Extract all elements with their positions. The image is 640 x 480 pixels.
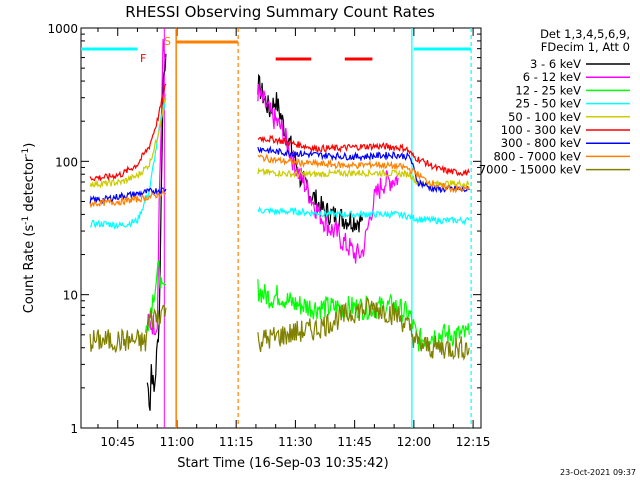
legend-header-line-2: FDecim 1, Att 0: [541, 40, 630, 54]
legend-label: 12 - 25 keV: [515, 83, 581, 97]
flare-flag-label: F: [140, 52, 146, 65]
legend: Det 1,3,4,5,6,9, FDecim 1, Att 0 3 - 6 k…: [479, 27, 630, 177]
x-tick-label: 11:45: [337, 435, 372, 449]
legend-header-line-1: Det 1,3,4,5,6,9,: [540, 27, 630, 41]
series-line-25-50-keV-seg1: [257, 206, 470, 226]
chart-title: RHESSI Observing Summary Count Rates: [125, 3, 435, 21]
series-line-12-25-keV-seg1: [144, 259, 167, 333]
series-line-3-6-keV-seg1: [257, 73, 364, 233]
legend-label: 25 - 50 keV: [515, 97, 581, 111]
legend-label: 800 - 7000 keV: [493, 149, 581, 163]
x-tick-label: 10:45: [100, 435, 135, 449]
series-line-50-100-keV-seg0: [89, 93, 167, 189]
plot-frame: [80, 27, 482, 429]
series-line-6-12-keV-seg1: [257, 83, 399, 264]
y-tick-label: 10: [63, 289, 78, 303]
x-tick-label: 12:15: [456, 435, 491, 449]
x-tick-label: 12:00: [397, 435, 432, 449]
y-tick-label: 1: [70, 422, 78, 436]
series-line-6-12-keV-seg0: [146, 38, 167, 336]
legend-label: 3 - 6 keV: [530, 57, 581, 71]
generation-timestamp: 23-Oct-2021 09:37: [560, 468, 636, 477]
y-axis-label: Count Rate (s-1 detector-1): [21, 143, 37, 314]
legend-label: 300 - 800 keV: [501, 136, 581, 150]
observing-overlays: [81, 28, 472, 428]
legend-label: 7000 - 15000 keV: [479, 163, 581, 177]
legend-label: 50 - 100 keV: [508, 110, 581, 124]
x-axis-label: Start Time (16-Sep-03 10:35:42): [177, 456, 388, 471]
x-tick-label: 11:15: [219, 435, 254, 449]
y-tick-label: 1000: [47, 22, 78, 36]
series-line-12-25-keV-seg2: [257, 279, 470, 352]
series-line-7000-15000-keV-seg1: [257, 296, 470, 361]
legend-label: 6 - 12 keV: [523, 70, 581, 84]
legend-label: 100 - 300 keV: [501, 123, 581, 137]
series-line-7000-15000-keV-seg0: [89, 304, 167, 353]
series-line-100-300-keV-seg0: [89, 83, 167, 182]
series-line-25-50-keV-seg0: [89, 97, 167, 230]
series-line-800-7000-keV-seg1: [257, 153, 470, 194]
series-line-300-800-keV-seg1: [257, 145, 470, 194]
series-line-100-300-keV-seg1: [257, 134, 470, 177]
axes: 10:45 11:00 11:15 11:30 11:45 12:00 12:15 1 10 10…: [47, 22, 490, 449]
series-line-800-7000-keV-seg0: [89, 188, 167, 209]
x-tick-label: 11:30: [278, 435, 313, 449]
y-tick-label: 100: [55, 155, 78, 169]
saa-flag-label: S: [164, 35, 171, 48]
series-group: [89, 38, 470, 411]
series-line-50-100-keV-seg1: [257, 166, 470, 189]
x-tick-label: 11:00: [160, 435, 195, 449]
